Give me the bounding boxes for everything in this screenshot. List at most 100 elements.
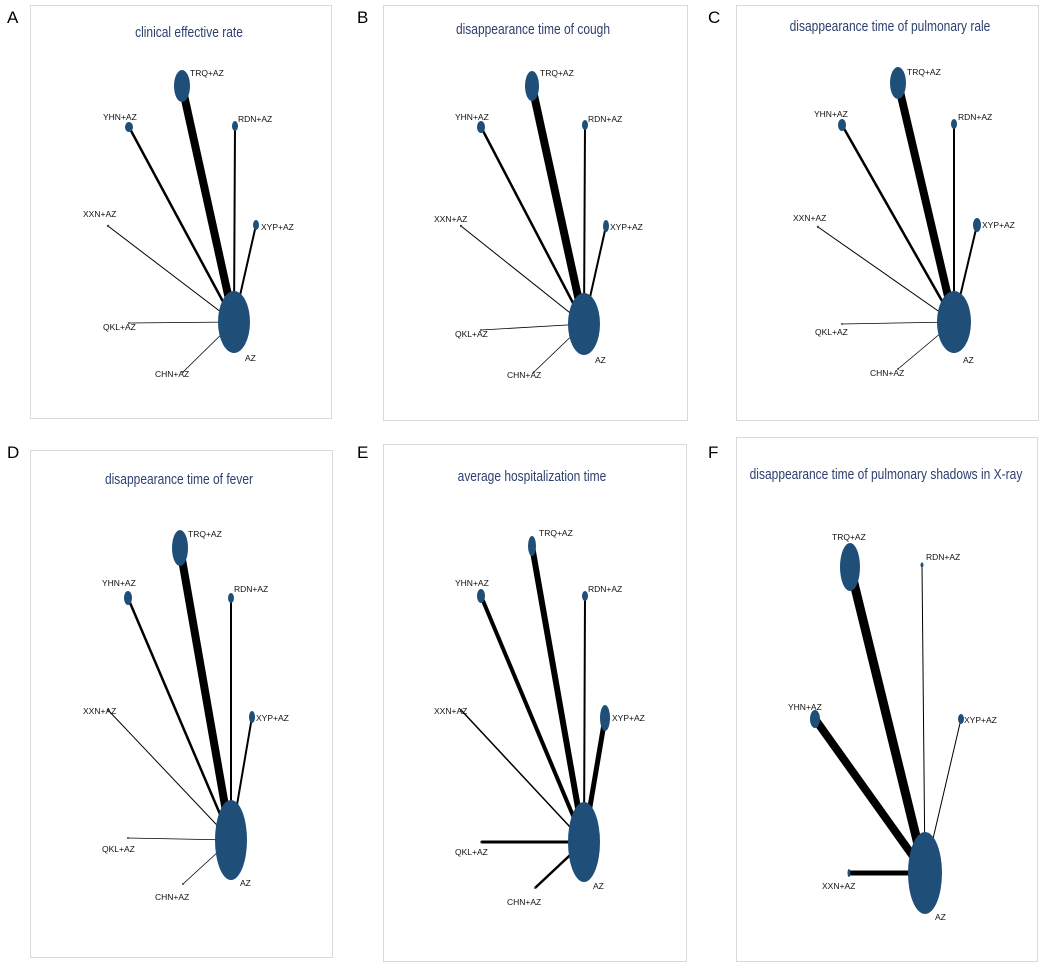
edge-rdn-az	[583, 124, 586, 325]
node-qkl	[480, 329, 482, 331]
node-xxn	[816, 225, 820, 229]
node-xyp	[958, 714, 964, 724]
edge-trq-az	[894, 82, 958, 323]
edge-trq-az	[529, 545, 587, 843]
node-label-xxn: XXN+AZ	[434, 214, 467, 224]
edge-qkl-az	[480, 323, 585, 331]
edge-rdn-az	[583, 595, 586, 843]
node-label-qkl: QKL+AZ	[455, 329, 488, 339]
panel-letter-d: D	[7, 443, 20, 462]
node-label-rdn: RDN+AZ	[588, 584, 622, 594]
node-trq	[840, 543, 860, 591]
panel-title-d: disappearance time of fever	[105, 471, 253, 488]
node-label-rdn: RDN+AZ	[234, 584, 268, 594]
node-label-rdn: RDN+AZ	[588, 114, 622, 124]
node-yhn	[477, 121, 485, 133]
edge-trq-az	[176, 547, 235, 841]
edge-yhn-az	[840, 124, 956, 323]
node-label-xyp: XYP+AZ	[261, 222, 294, 232]
edge-trq-az	[178, 85, 238, 323]
panel-title-f: disappearance time of pulmonary shadows …	[750, 466, 1023, 483]
node-label-trq: TRQ+AZ	[832, 532, 866, 542]
network-panel-c: disappearance time of pulmonary rale AZ TR…	[790, 18, 1015, 378]
node-chn	[534, 887, 536, 889]
network-panel-a: clinical effective rate AZ TRQ+AZ YHN+AZ RDN…	[83, 24, 294, 379]
node-rdn	[228, 593, 234, 603]
edge-qkl-az	[128, 321, 235, 324]
edge-xxn-az	[460, 225, 585, 325]
node-xyp	[600, 705, 610, 731]
network-panel-f: disappearance time of pulmonary shadows …	[750, 466, 1023, 922]
node-label-xyp: XYP+AZ	[982, 220, 1015, 230]
node-yhn	[838, 119, 846, 131]
panel-frame-e	[383, 444, 687, 962]
edge-qkl-az	[841, 321, 955, 325]
panel-title-e: average hospitalization time	[458, 468, 607, 485]
panel-letter-c: C	[708, 8, 721, 27]
node-label-rdn: RDN+AZ	[958, 112, 992, 122]
node-label-xyp: XYP+AZ	[256, 713, 289, 723]
node-label-xyp: XYP+AZ	[610, 222, 643, 232]
network-panel-e: average hospitalization time AZ TRQ+AZ YHN+…	[434, 468, 645, 907]
node-az	[568, 293, 600, 355]
edge-trq-az	[528, 85, 588, 325]
node-yhn	[125, 122, 133, 132]
edge-xxn-az	[107, 709, 232, 841]
node-trq	[890, 67, 906, 99]
node-xxn	[106, 708, 110, 712]
node-qkl	[480, 841, 482, 843]
edge-xxn-az	[107, 225, 235, 323]
node-label-chn: CHN+AZ	[870, 368, 904, 378]
network-panel-b: disappearance time of cough AZ TRQ+AZ YHN+A…	[434, 21, 643, 380]
edge-rdn-az	[233, 125, 236, 323]
node-xyp	[603, 220, 609, 232]
node-label-yhn: YHN+AZ	[103, 112, 137, 122]
panel-title-b: disappearance time of cough	[456, 21, 610, 38]
node-xyp	[973, 218, 981, 232]
edge-yhn-az	[479, 126, 586, 325]
node-label-xxn: XXN+AZ	[83, 209, 116, 219]
node-label-az: AZ	[593, 881, 604, 891]
panel-letter-f: F	[708, 443, 719, 462]
node-label-chn: CHN+AZ	[507, 897, 541, 907]
edge-xxn-az	[460, 709, 585, 843]
panel-letter-e: E	[357, 443, 369, 462]
node-az	[568, 802, 600, 882]
node-xxn	[459, 224, 463, 228]
node-az	[908, 832, 942, 914]
node-label-qkl: QKL+AZ	[102, 844, 135, 854]
node-qkl	[841, 323, 843, 325]
edge-rdn-az	[921, 564, 926, 874]
node-yhn	[810, 710, 820, 728]
node-label-rdn: RDN+AZ	[926, 552, 960, 562]
node-rdn	[582, 120, 588, 130]
node-label-trq: TRQ+AZ	[540, 68, 574, 78]
node-label-qkl: QKL+AZ	[455, 847, 488, 857]
node-label-qkl: QKL+AZ	[103, 322, 136, 332]
node-label-qkl: QKL+AZ	[815, 327, 848, 337]
node-xyp	[249, 711, 255, 723]
node-rdn	[582, 591, 588, 601]
node-chn	[182, 371, 184, 373]
node-chn	[533, 371, 535, 373]
node-az	[218, 291, 250, 353]
node-az	[215, 800, 247, 880]
edge-yhn-az	[811, 716, 929, 876]
node-label-xxn: XXN+AZ	[434, 706, 467, 716]
node-label-az: AZ	[595, 355, 606, 365]
edge-xxn-az	[817, 226, 955, 323]
node-label-trq: TRQ+AZ	[907, 67, 941, 77]
node-xyp	[253, 220, 259, 230]
edge-yhn-az	[126, 597, 233, 841]
node-label-az: AZ	[240, 878, 251, 888]
node-az	[937, 291, 971, 353]
node-label-xyp: XYP+AZ	[612, 713, 645, 723]
node-xxn	[459, 708, 463, 712]
node-qkl	[127, 837, 129, 839]
node-rdn	[920, 562, 924, 568]
panel-title-c: disappearance time of pulmonary rale	[790, 18, 991, 35]
node-label-xxn: XXN+AZ	[822, 881, 855, 891]
node-trq	[528, 536, 536, 556]
panel-frame-c	[736, 5, 1039, 421]
node-chn	[182, 883, 184, 885]
